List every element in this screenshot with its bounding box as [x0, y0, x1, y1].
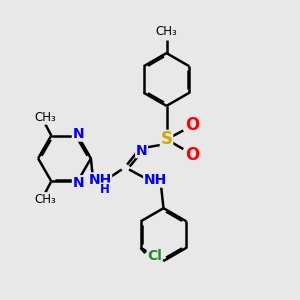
Text: H: H: [100, 183, 110, 196]
Text: CH₃: CH₃: [156, 25, 177, 38]
Text: NH: NH: [88, 173, 112, 187]
Text: CH₃: CH₃: [34, 111, 56, 124]
Text: N: N: [73, 176, 84, 190]
Text: Cl: Cl: [147, 249, 162, 263]
Text: NH: NH: [144, 173, 167, 187]
Text: O: O: [185, 146, 200, 164]
Text: N: N: [73, 127, 84, 141]
Text: S: S: [160, 130, 172, 148]
Text: CH₃: CH₃: [34, 193, 56, 206]
Text: N: N: [136, 144, 147, 158]
Text: O: O: [185, 116, 200, 134]
